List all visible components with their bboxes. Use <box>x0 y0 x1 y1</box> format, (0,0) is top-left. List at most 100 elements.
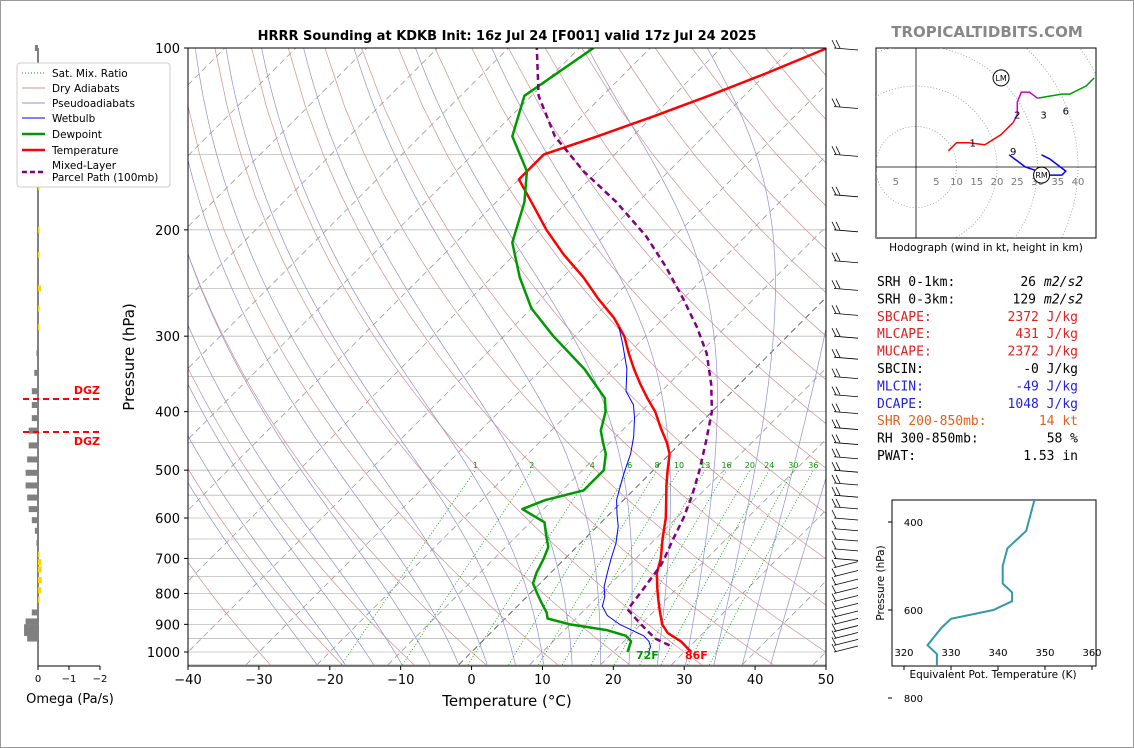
surface-temperature-label: 86F <box>685 649 708 662</box>
wind-barb-flag <box>831 221 837 231</box>
wind-barb-flag <box>835 186 841 195</box>
isotherm <box>245 84 826 666</box>
wind-barb-flag <box>831 39 837 49</box>
pseudoadiabat <box>188 482 318 665</box>
wind-barb-flag <box>831 509 837 519</box>
omega-bar <box>38 566 42 573</box>
theta-e-frame <box>891 499 1097 667</box>
omega-bar <box>28 427 38 434</box>
index-label: SRH 0-3km: <box>877 292 955 307</box>
mixing-ratio-label: 20 <box>745 461 755 470</box>
wind-barb-flag <box>835 280 841 289</box>
dry-adiabat <box>214 48 630 666</box>
theta-e-line <box>926 500 1036 666</box>
pseudoadiabat <box>188 158 460 665</box>
theta-e-x-tick-label: 340 <box>988 648 1007 659</box>
wind-barb-flag <box>831 305 837 314</box>
legend-item: Dry Adiabats <box>52 83 120 95</box>
omega-bar <box>38 251 40 258</box>
index-value: 1.53 in <box>1023 449 1078 464</box>
hodograph-segment-0-1km <box>947 121 1014 152</box>
wind-barb <box>833 442 859 445</box>
mixing-ratio-line <box>402 469 533 666</box>
storm-motion-marker <box>992 69 1010 87</box>
hodograph-panel: 551015202530354012369LMRM Hodograph (win… <box>875 47 1097 254</box>
hodograph-caption: Hodograph (wind in kt, height in km) <box>889 242 1083 254</box>
theta-e-x-tick-label: 330 <box>941 648 960 659</box>
mixing-ratio-line <box>538 469 658 666</box>
wind-barb-flag <box>831 623 837 632</box>
wind-barb <box>833 602 859 610</box>
omega-bar <box>36 540 38 547</box>
index-unit: m2/s2 <box>1043 275 1083 290</box>
omega-bar <box>27 635 38 642</box>
x-tick-label: −20 <box>316 673 343 688</box>
theta-e-y-tick-label: 400 <box>904 518 923 529</box>
wind-barb <box>833 229 859 233</box>
skewt-frame <box>187 47 827 667</box>
wind-barb-flag <box>831 348 837 358</box>
wind-barb <box>833 558 859 561</box>
dry-adiabat <box>324 48 826 653</box>
dry-adiabat <box>361 48 826 606</box>
skewt-grid <box>188 48 826 666</box>
index-label: PWAT: <box>877 449 916 464</box>
wind-barb-flag <box>835 146 841 155</box>
dry-adiabat <box>251 48 702 666</box>
pseudoadiabat <box>194 48 488 665</box>
wind-barb-flag <box>831 540 837 550</box>
wind-barb <box>833 312 859 316</box>
dry-adiabat <box>471 48 826 469</box>
x-tick-label: 20 <box>605 673 622 688</box>
omega-bar <box>38 551 40 558</box>
omega-bar <box>38 596 40 603</box>
wind-barb-flag <box>831 403 837 412</box>
x-tick-label: 50 <box>818 673 835 688</box>
wind-barb <box>833 610 859 618</box>
wind-barb <box>833 595 859 602</box>
hodograph-frame <box>875 47 1097 239</box>
skewt-panel: 1 2 4 6 8 10 13 16 20 24 30 36 −40 −30 −20 −10 0 10 20 30 4… <box>16 39 859 710</box>
index-label: MLCAPE: <box>877 327 932 342</box>
dry-adiabat <box>188 561 271 666</box>
wind-barb <box>833 578 859 586</box>
omega-bar <box>38 324 40 331</box>
pseudoadiabat <box>303 48 573 665</box>
wind-barb-flag <box>831 559 837 568</box>
parcel-path-line <box>535 48 714 647</box>
legend: Sat. Mix. Ratio Dry Adiabats Pseudoadiab… <box>16 62 171 188</box>
mixing-ratio-line <box>561 469 680 666</box>
mixing-ratio-label: 10 <box>674 461 684 470</box>
mixing-ratio-line <box>508 469 630 666</box>
wind-barb-flag <box>835 461 841 471</box>
wind-barb <box>833 153 859 157</box>
storm-motion-label: RM <box>1035 171 1048 180</box>
x-tick-label: 10 <box>534 673 551 688</box>
mixing-ratio-label: 8 <box>655 461 660 470</box>
wind-barb <box>833 570 859 577</box>
wind-barb-flag <box>831 616 837 625</box>
skewt-profiles <box>511 48 826 653</box>
mixing-ratio-labels: 1 2 4 6 8 10 13 16 20 24 30 36 <box>473 461 818 470</box>
omega-bar <box>24 624 38 631</box>
index-label: SRH 0-1km: <box>877 275 955 290</box>
pseudoadiabat <box>225 48 516 665</box>
mixing-ratio-line <box>341 469 476 666</box>
wind-barb-flag <box>835 348 841 358</box>
wind-barb <box>833 469 859 473</box>
legend-item: Mixed-Layer <box>52 160 117 172</box>
omega-xlabel: Omega (Pa/s) <box>26 692 114 707</box>
y-tick-label: 1000 <box>147 646 180 661</box>
wind-barb-flag <box>835 305 841 314</box>
pseudoadiabat <box>770 476 826 665</box>
wind-barb <box>833 625 859 632</box>
wind-barb-flag <box>831 585 837 594</box>
index-value: -0 J/kg <box>1023 362 1078 377</box>
theta-e-x-tick-label: 360 <box>1082 648 1101 659</box>
wind-barb-flag <box>831 593 837 602</box>
mixing-ratio-line <box>660 469 770 665</box>
omega-bar <box>38 559 42 566</box>
pseudoadiabat <box>741 326 826 665</box>
pseudoadiabat <box>188 383 374 665</box>
dry-adiabat <box>287 48 774 666</box>
